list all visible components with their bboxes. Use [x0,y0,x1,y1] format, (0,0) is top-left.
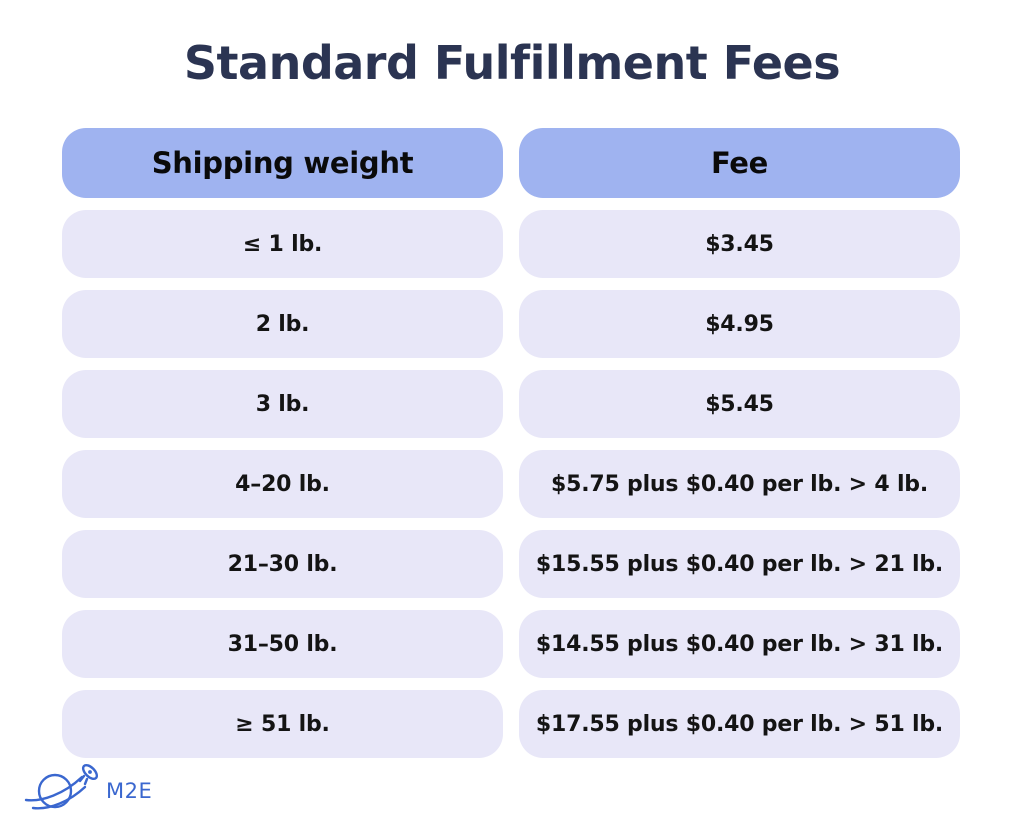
page-title: Standard Fulfillment Fees [183,36,841,90]
fee-cell: $15.55 plus $0.40 per lb. > 21 lb. [519,530,960,598]
column-header-label: Shipping weight [151,146,414,180]
fee-cell: $5.45 [519,370,960,438]
weight-value: 3 lb. [255,391,310,417]
weight-cell: ≤ 1 lb. [62,210,503,278]
fee-cell: $17.55 plus $0.40 per lb. > 51 lb. [519,690,960,758]
table-row: 2 lb. $4.95 [62,290,960,358]
weight-cell: 21–30 lb. [62,530,503,598]
table-row: 31–50 lb. $14.55 plus $0.40 per lb. > 31… [62,610,960,678]
fee-cell: $5.75 plus $0.40 per lb. > 4 lb. [519,450,960,518]
fee-cell: $3.45 [519,210,960,278]
column-header-fee: Fee [519,128,960,198]
table-row: ≤ 1 lb. $3.45 [62,210,960,278]
weight-cell: 31–50 lb. [62,610,503,678]
weight-cell: 4–20 lb. [62,450,503,518]
fee-value: $15.55 plus $0.40 per lb. > 21 lb. [535,551,944,577]
fee-value: $14.55 plus $0.40 per lb. > 31 lb. [535,631,944,657]
fee-value: $4.95 [705,311,774,337]
weight-cell: 2 lb. [62,290,503,358]
weight-cell: 3 lb. [62,370,503,438]
planet-rocket-icon [24,760,104,814]
column-header-shipping-weight: Shipping weight [62,128,503,198]
weight-value: 21–30 lb. [227,551,338,577]
table-header-row: Shipping weight Fee [62,128,960,198]
weight-value: 4–20 lb. [235,471,330,497]
weight-value: ≤ 1 lb. [242,231,323,257]
column-header-label: Fee [710,146,769,180]
fee-cell: $4.95 [519,290,960,358]
fees-table: Shipping weight Fee ≤ 1 lb. $3.45 2 lb. … [62,128,960,758]
weight-value: 2 lb. [255,311,310,337]
table-row: 4–20 lb. $5.75 plus $0.40 per lb. > 4 lb… [62,450,960,518]
weight-value: ≥ 51 lb. [235,711,330,737]
fee-cell: $14.55 plus $0.40 per lb. > 31 lb. [519,610,960,678]
fee-value: $5.75 plus $0.40 per lb. > 4 lb. [551,471,928,497]
fee-value: $3.45 [705,231,774,257]
fee-value: $17.55 plus $0.40 per lb. > 51 lb. [535,711,944,737]
fee-value: $5.45 [705,391,774,417]
table-row: 21–30 lb. $15.55 plus $0.40 per lb. > 21… [62,530,960,598]
table-row: ≥ 51 lb. $17.55 plus $0.40 per lb. > 51 … [62,690,960,758]
weight-cell: ≥ 51 lb. [62,690,503,758]
brand-logo-text: M2E [106,779,153,803]
weight-value: 31–50 lb. [227,631,338,657]
table-row: 3 lb. $5.45 [62,370,960,438]
brand-logo: M2E [24,760,152,814]
